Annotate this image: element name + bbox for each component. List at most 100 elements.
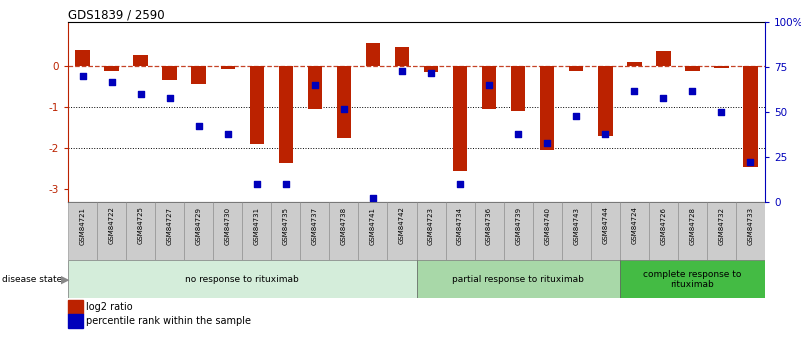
Point xyxy=(251,181,264,187)
Text: GSM84732: GSM84732 xyxy=(718,207,724,245)
Bar xyxy=(308,66,322,109)
Bar xyxy=(104,66,119,71)
Point xyxy=(308,82,321,88)
Bar xyxy=(445,202,474,260)
Bar xyxy=(569,66,583,71)
Bar xyxy=(68,260,417,298)
Bar xyxy=(706,202,736,260)
Point xyxy=(221,131,234,136)
Point xyxy=(280,181,292,187)
Text: GSM84737: GSM84737 xyxy=(312,207,318,245)
Text: GSM84728: GSM84728 xyxy=(690,207,695,245)
Bar xyxy=(220,66,235,69)
Text: GSM84727: GSM84727 xyxy=(167,207,173,245)
Text: GSM84741: GSM84741 xyxy=(370,207,376,245)
Bar xyxy=(366,43,380,66)
Text: GSM84729: GSM84729 xyxy=(195,207,202,245)
Point xyxy=(744,160,757,165)
Bar xyxy=(395,47,409,66)
Bar xyxy=(213,202,242,260)
Bar xyxy=(97,202,127,260)
Point xyxy=(337,106,350,111)
Point xyxy=(715,109,728,115)
Bar xyxy=(656,51,670,66)
Text: GSM84736: GSM84736 xyxy=(486,207,492,245)
Bar xyxy=(242,202,272,260)
Point xyxy=(628,88,641,93)
Bar xyxy=(504,202,533,260)
Text: GSM84743: GSM84743 xyxy=(574,207,579,245)
Point xyxy=(367,196,380,201)
Text: GSM84726: GSM84726 xyxy=(660,207,666,245)
Bar xyxy=(155,202,184,260)
Point xyxy=(135,91,147,97)
Text: ▶: ▶ xyxy=(61,275,70,284)
Text: percentile rank within the sample: percentile rank within the sample xyxy=(86,316,251,326)
Bar xyxy=(127,202,155,260)
Bar xyxy=(511,66,525,111)
Point xyxy=(105,79,118,85)
Bar xyxy=(620,202,649,260)
Point xyxy=(163,95,176,100)
Bar xyxy=(743,66,758,167)
Text: GSM84742: GSM84742 xyxy=(399,207,405,244)
Point xyxy=(192,124,205,129)
Text: GSM84735: GSM84735 xyxy=(283,207,289,245)
Point xyxy=(570,113,582,118)
Bar xyxy=(250,66,264,144)
Text: GSM84730: GSM84730 xyxy=(225,207,231,245)
Point xyxy=(657,95,670,100)
Point xyxy=(686,88,698,93)
Bar xyxy=(678,202,706,260)
Text: GSM84739: GSM84739 xyxy=(515,207,521,245)
Text: log2 ratio: log2 ratio xyxy=(86,302,132,312)
Text: complete response to
rituximab: complete response to rituximab xyxy=(643,270,742,289)
Bar xyxy=(453,66,467,171)
Bar xyxy=(388,202,417,260)
Text: no response to rituximab: no response to rituximab xyxy=(185,275,300,284)
Bar xyxy=(184,202,213,260)
Bar xyxy=(134,56,148,66)
Bar xyxy=(482,66,497,109)
Point xyxy=(483,82,496,88)
Text: GSM84740: GSM84740 xyxy=(544,207,550,245)
Text: GSM84722: GSM84722 xyxy=(109,207,115,244)
Point xyxy=(541,140,553,145)
Bar xyxy=(714,66,729,68)
Bar xyxy=(68,202,97,260)
Bar xyxy=(191,66,206,84)
Bar xyxy=(533,202,562,260)
Text: GSM84731: GSM84731 xyxy=(254,207,260,245)
Point xyxy=(76,73,89,79)
Bar xyxy=(685,66,699,71)
Point xyxy=(512,131,525,136)
Bar xyxy=(598,66,613,136)
Bar xyxy=(163,66,177,80)
Bar xyxy=(75,50,90,66)
Bar xyxy=(417,202,445,260)
Text: GSM84725: GSM84725 xyxy=(138,207,143,244)
Bar xyxy=(649,202,678,260)
Bar xyxy=(329,202,359,260)
Bar xyxy=(279,66,293,162)
Text: partial response to rituximab: partial response to rituximab xyxy=(453,275,584,284)
Bar xyxy=(540,66,554,150)
Point xyxy=(599,131,612,136)
Bar xyxy=(562,202,590,260)
Bar xyxy=(736,202,765,260)
Text: GSM84721: GSM84721 xyxy=(79,207,86,245)
Text: GSM84723: GSM84723 xyxy=(428,207,434,245)
Point xyxy=(425,70,437,76)
Text: disease state: disease state xyxy=(2,275,62,284)
Point xyxy=(453,181,466,187)
Bar xyxy=(474,202,504,260)
Bar xyxy=(336,66,351,138)
Text: GSM84724: GSM84724 xyxy=(631,207,638,244)
Bar xyxy=(620,260,765,298)
Point xyxy=(396,68,409,73)
Bar xyxy=(359,202,388,260)
Bar xyxy=(300,202,329,260)
Bar xyxy=(417,260,620,298)
Text: GSM84733: GSM84733 xyxy=(747,207,754,245)
Text: GSM84738: GSM84738 xyxy=(341,207,347,245)
